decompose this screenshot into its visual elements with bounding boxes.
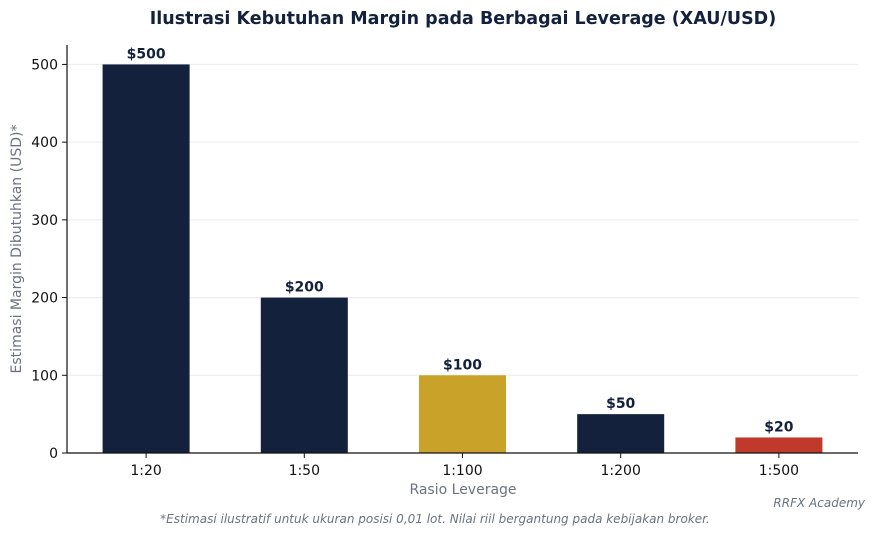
bar-1-20 — [102, 64, 190, 453]
y-tick-label: 0 — [49, 446, 58, 462]
data-label: $50 — [606, 396, 635, 412]
x-tick-label: 1:500 — [759, 463, 799, 479]
y-tick-label: 400 — [31, 135, 58, 151]
y-tick-label: 500 — [31, 57, 58, 73]
chart-title: Ilustrasi Kebutuhan Margin pada Berbagai… — [150, 9, 776, 29]
y-tick-label: 300 — [31, 213, 58, 229]
bar-1-200 — [577, 414, 665, 453]
x-tick-label: 1:20 — [130, 463, 161, 479]
data-labels: $500 $200 $100 $50 $20 — [127, 46, 794, 435]
y-axis-label: Estimasi Margin Dibutuhkan (USD)* — [9, 125, 25, 374]
y-tick-label: 100 — [31, 368, 58, 384]
x-tick-label: 1:50 — [289, 463, 320, 479]
data-label: $20 — [764, 419, 793, 435]
y-tick-label: 200 — [31, 291, 58, 307]
bars — [102, 64, 823, 453]
bar-1-500 — [735, 437, 823, 453]
footnote: *Estimasi ilustratif untuk ukuran posisi… — [160, 512, 710, 526]
credit-label: RRFX Academy — [773, 496, 865, 510]
data-label: $200 — [285, 280, 324, 296]
x-tick-label: 1:200 — [601, 463, 641, 479]
x-tick-label: 1:100 — [442, 463, 482, 479]
axes: 0 100 200 300 400 500 1:20 1:50 1:100 1:200 1:500 — [31, 45, 858, 479]
bar-1-100 — [418, 375, 507, 453]
bar-1-50 — [260, 297, 348, 453]
data-label: $500 — [127, 46, 166, 62]
data-label: $100 — [443, 357, 482, 373]
gridlines — [67, 63, 858, 376]
x-axis-label: Rasio Leverage — [409, 482, 516, 498]
